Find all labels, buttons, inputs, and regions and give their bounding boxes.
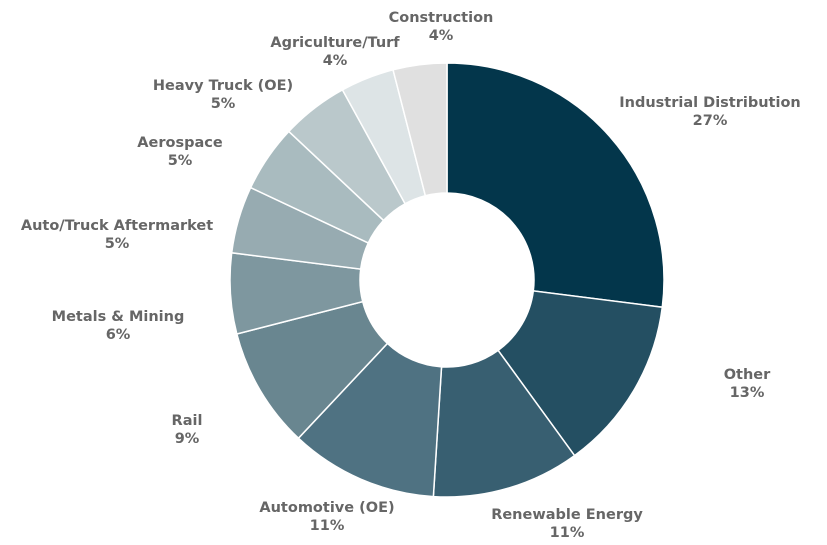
slice-label: Automotive (OE) — [259, 500, 394, 516]
slice — [446, 62, 665, 309]
slice-value-label: 5% — [105, 236, 130, 252]
slice-label: Renewable Energy — [491, 507, 643, 523]
slice-label: Metals & Mining — [52, 309, 185, 325]
slice — [392, 62, 448, 197]
slice-label: Industrial Distribution — [619, 95, 800, 111]
slice-label: Agriculture/Turf — [270, 35, 400, 51]
slice — [297, 342, 443, 498]
slice-value-label: 11% — [310, 518, 345, 534]
slice-value-label: 4% — [323, 53, 348, 69]
slice-value-label: 11% — [550, 525, 585, 541]
slice-value-label: 27% — [693, 113, 728, 129]
slice-value-label: 13% — [730, 385, 765, 401]
slice-value-label: 4% — [429, 28, 454, 44]
slice-label: Aerospace — [137, 135, 223, 151]
slice-value-label: 5% — [211, 96, 236, 112]
slice — [497, 290, 664, 457]
slice — [432, 349, 576, 498]
slice-label: Auto/Truck Aftermarket — [21, 218, 213, 234]
slice-value-label: 6% — [106, 327, 131, 343]
slice-label: Construction — [389, 10, 494, 26]
slice-label: Heavy Truck (OE) — [153, 78, 293, 94]
slice-value-label: 9% — [175, 431, 200, 447]
slice-label: Other — [724, 367, 771, 383]
slice-label: Rail — [172, 413, 203, 429]
slice-value-label: 5% — [168, 153, 193, 169]
